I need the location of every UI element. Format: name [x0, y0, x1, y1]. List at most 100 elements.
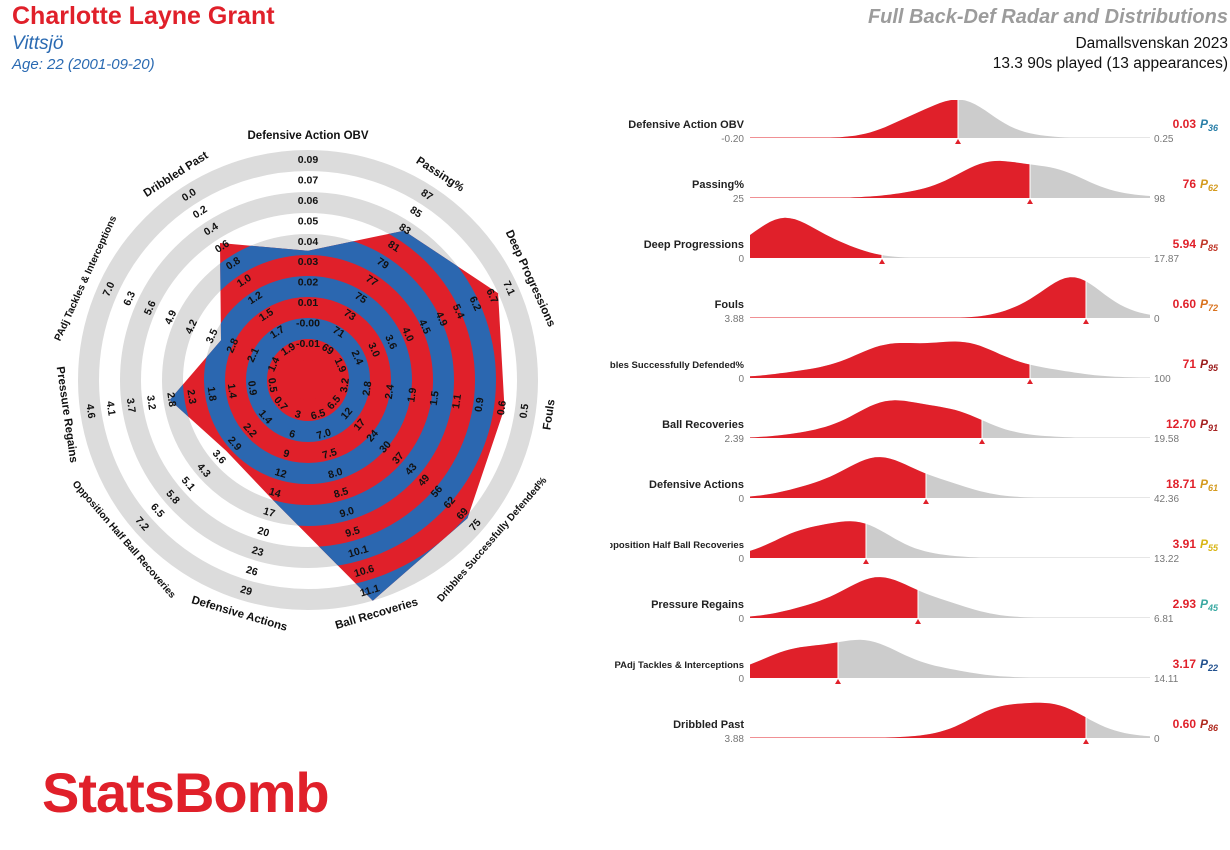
distribution-min: 0: [738, 554, 744, 565]
radar-tick-label: 3.2: [338, 377, 352, 393]
distribution-label: Ball Recoveries: [662, 419, 744, 431]
value-marker: [923, 499, 929, 504]
distribution-curve-filled: [750, 642, 838, 678]
competition-season: Damallsvenskan 2023: [1075, 35, 1228, 52]
distribution-max: 6.81: [1154, 614, 1174, 625]
radar-tick-label: 29: [239, 583, 254, 598]
radar-band-blue: [246, 318, 370, 442]
radar-tick-label: 1.4: [225, 383, 239, 399]
percentile-value: 36: [1208, 123, 1219, 133]
percentile-label: P55: [1200, 537, 1219, 553]
percentile-label: P91: [1200, 417, 1218, 433]
distribution-max: 17.87: [1154, 254, 1179, 265]
distribution-curve-filled: [750, 521, 866, 558]
distribution-row: Dribbled Past 3.88 0 0.60 P86: [673, 698, 1219, 745]
player-value: 3.91: [1173, 537, 1197, 551]
radar-tick-label: 7.5: [321, 446, 339, 462]
radar-tick-label: 9: [282, 447, 291, 460]
percentile-label: P86: [1200, 717, 1219, 733]
radar-tick-label: 0.2: [191, 203, 210, 221]
radar-tick-label: 6.3: [121, 289, 138, 307]
percentile-label: P45: [1200, 597, 1219, 613]
percentile-label: P61: [1200, 477, 1218, 493]
distribution-min: 25: [733, 194, 745, 205]
distribution-curve-filled: [750, 702, 1086, 738]
distribution-chart: Defensive Action OBV -0.20 0.25 0.03 P36 Pass…: [610, 100, 1219, 745]
radar-tick-label: 3: [293, 408, 302, 421]
radar-tick-label: 9.0: [338, 505, 356, 521]
distribution-max: 14.11: [1154, 674, 1179, 685]
radar-tick-label: 0.04: [298, 236, 319, 248]
distribution-min: 0: [738, 254, 744, 265]
radar-tick-label: 6.2: [467, 295, 484, 313]
radar-tick-label: 69: [319, 341, 335, 357]
player-name: Charlotte Layne Grant: [12, 2, 275, 30]
radar-tick-label: 20: [256, 525, 271, 540]
distribution-label: Opposition Half Ball Recoveries: [610, 540, 744, 551]
radar-tick-label: 12: [273, 466, 288, 481]
radar-tick-label: 2.1: [245, 346, 262, 364]
radar-tick-label: 3.5: [204, 327, 221, 345]
distribution-max: 0.25: [1154, 134, 1174, 145]
distribution-max: 19.58: [1154, 434, 1179, 445]
distribution-row: Opposition Half Ball Recoveries 0 13.22 3.9…: [610, 518, 1219, 565]
radar-tick-label: -0.00: [296, 317, 320, 329]
report-title: Full Back-Def Radar and Distributions: [867, 6, 1228, 28]
radar-tick-label: 8.0: [327, 466, 345, 482]
radar-tick-label: 2.8: [164, 392, 178, 408]
radar-tick-label: 2.8: [360, 380, 374, 396]
player-age: Age: 22 (2001-09-20): [12, 56, 155, 73]
radar-axis-label: Defensive Action OBV: [248, 130, 369, 142]
radar-tick-label: 6: [288, 428, 297, 441]
percentile-value: 55: [1208, 543, 1219, 553]
distribution-min: 0: [738, 674, 744, 685]
radar-tick-label: 79: [375, 255, 391, 271]
distribution-min: 0: [738, 494, 744, 505]
distribution-row: Pressure Regains 0 6.81 2.93 P45: [651, 577, 1219, 625]
radar-tick-label: 7.0: [315, 426, 333, 442]
value-marker: [1027, 199, 1033, 204]
radar-tick-label: 3.7: [124, 397, 138, 413]
value-marker: [979, 439, 985, 444]
radar-tick-label: 0.01: [298, 297, 319, 309]
distribution-max: 13.22: [1154, 554, 1179, 565]
value-marker: [915, 619, 921, 624]
percentile-value: 22: [1207, 663, 1218, 673]
distribution-curve-filled: [750, 217, 882, 258]
radar-tick-label: 14: [267, 486, 282, 501]
distribution-max: 0: [1154, 734, 1160, 745]
radar-band-blue: [204, 276, 412, 484]
distribution-curve-filled: [750, 341, 1030, 378]
radar-tick-label: 81: [386, 238, 402, 254]
radar-tick-label: 0.9: [473, 396, 487, 412]
radar-tick-label: 2.4: [349, 348, 366, 366]
radar-tick-label: 0.5: [265, 377, 279, 393]
radar-tick-label: 1.9: [332, 356, 349, 374]
distribution-label: Pressure Regains: [651, 599, 744, 611]
distribution-label: Defensive Action OBV: [628, 119, 744, 131]
distribution-label: Fouls: [715, 299, 744, 311]
radar-tick-label: 8.5: [332, 485, 350, 501]
distribution-min: 3.88: [725, 734, 745, 745]
radar-tick-label: 1.1: [450, 393, 464, 409]
percentile-label: P36: [1200, 117, 1219, 133]
radar-tick-label: 10.1: [347, 543, 370, 560]
percentile-value: 86: [1208, 723, 1219, 733]
radar-tick-label: 0.5: [517, 403, 531, 419]
player-value: 0.60: [1173, 297, 1197, 311]
distribution-curve: [750, 277, 1150, 318]
radar-tick-label: 1.9: [405, 387, 419, 403]
distribution-label: Dribbles Successfully Defended%: [610, 360, 745, 371]
radar-tick-label: 5.4: [450, 302, 467, 320]
distribution-label: Passing%: [692, 179, 744, 191]
distribution-min: -0.20: [721, 134, 744, 145]
radar-tick-label: 4.6: [83, 403, 97, 419]
percentile-value: 72: [1208, 303, 1218, 313]
radar-tick-label: 11.1: [359, 582, 382, 599]
distribution-label: Dribbled Past: [673, 719, 744, 731]
distribution-curve-filled: [750, 577, 918, 618]
radar-tick-label: 83: [397, 221, 413, 237]
radar-tick-label: 0.9: [245, 380, 259, 396]
player-value: 76: [1183, 177, 1197, 191]
value-marker: [1083, 739, 1089, 744]
